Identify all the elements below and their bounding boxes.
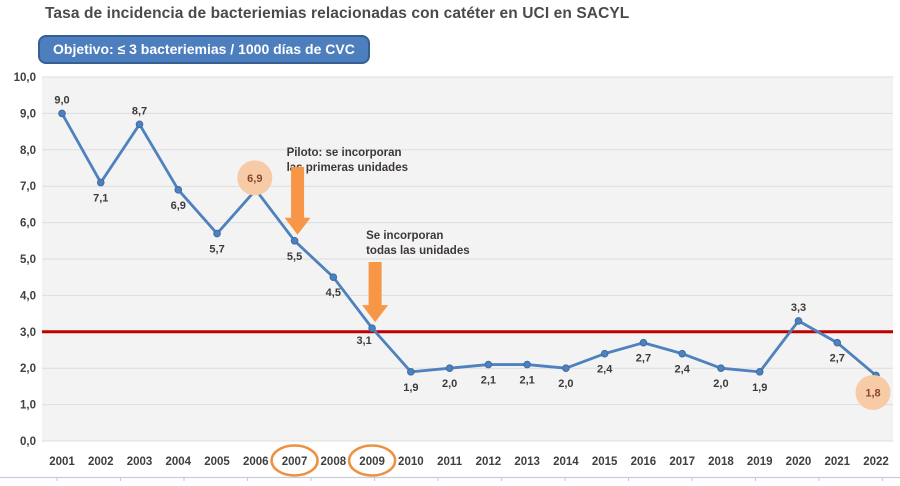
x-axis-tick-label: 2005 bbox=[204, 456, 230, 468]
x-axis-tick-label: 2002 bbox=[88, 456, 114, 468]
page-title: Tasa de incidencia de bacteriemias relac… bbox=[45, 5, 630, 22]
x-axis-tick-label: 2004 bbox=[165, 456, 191, 468]
data-point-2015 bbox=[600, 349, 609, 358]
y-axis-tick-label: 9,0 bbox=[20, 108, 36, 120]
data-point-2014 bbox=[562, 364, 570, 373]
x-axis-tick-label: 2010 bbox=[398, 456, 424, 468]
data-point-2018 bbox=[717, 364, 725, 373]
data-label: 5,7 bbox=[209, 244, 224, 256]
data-label: 8,7 bbox=[132, 105, 147, 117]
data-point-2003 bbox=[135, 120, 144, 129]
x-axis-tick-label: 2001 bbox=[49, 456, 75, 468]
y-axis-tick-label: 2,0 bbox=[20, 363, 36, 375]
data-point-2019 bbox=[755, 368, 764, 376]
y-axis-tick-label: 10,0 bbox=[14, 72, 36, 84]
highlight-circle-2006 bbox=[237, 160, 273, 196]
data-label: 2,7 bbox=[830, 353, 845, 365]
highlighted-data-label: 6,9 bbox=[247, 173, 262, 185]
x-axis-tick-label: 2014 bbox=[553, 456, 579, 468]
data-label: 2,1 bbox=[519, 375, 534, 387]
data-line bbox=[60, 112, 877, 377]
data-point-2021 bbox=[833, 338, 842, 347]
data-label: 2,7 bbox=[636, 353, 651, 365]
x-axis-tick-label: 2003 bbox=[127, 456, 153, 468]
y-axis-tick-label: 5,0 bbox=[20, 254, 36, 266]
data-label: 2,0 bbox=[713, 378, 728, 390]
data-label: 1,9 bbox=[403, 382, 418, 394]
data-label: 2,4 bbox=[597, 364, 613, 376]
y-axis-tick-label: 4,0 bbox=[20, 290, 36, 302]
annotation-text: Piloto: se incorporan bbox=[287, 147, 402, 159]
data-label: 2,0 bbox=[442, 378, 457, 390]
data-point-2005 bbox=[213, 229, 221, 238]
circled-year-2009 bbox=[347, 444, 397, 477]
annotation-text: todas las unidades bbox=[366, 245, 470, 257]
data-label: 2,4 bbox=[675, 364, 691, 376]
y-axis-tick-label: 7,0 bbox=[20, 181, 36, 193]
x-axis-tick-label: 2017 bbox=[669, 456, 695, 468]
data-label: 5,5 bbox=[287, 251, 302, 263]
data-label: 6,9 bbox=[171, 200, 186, 212]
data-label: 3,1 bbox=[356, 335, 371, 347]
data-point-2017 bbox=[678, 349, 686, 358]
x-axis-tick-label: 2022 bbox=[863, 456, 889, 468]
data-point-2020 bbox=[794, 317, 803, 325]
annotation-arrow-down-icon bbox=[284, 167, 311, 235]
y-axis-tick-label: 0,0 bbox=[20, 436, 36, 448]
y-axis-tick-label: 8,0 bbox=[20, 145, 36, 157]
data-label: 4,5 bbox=[326, 287, 341, 299]
x-axis-tick-label: 2021 bbox=[824, 456, 850, 468]
data-point-2011 bbox=[445, 364, 454, 373]
data-label: 2,1 bbox=[481, 375, 496, 387]
x-axis-tick-label: 2013 bbox=[514, 456, 540, 468]
data-point-2009 bbox=[368, 324, 376, 332]
x-axis-tick-label: 2012 bbox=[476, 456, 502, 468]
objective-badge: Objetivo: ≤ 3 bacteriemias / 1000 días d… bbox=[38, 35, 370, 64]
data-point-2004 bbox=[174, 186, 183, 194]
data-point-2013 bbox=[523, 360, 531, 369]
x-axis-tick-label: 2007 bbox=[282, 456, 308, 468]
annotation-arrow-down-icon bbox=[362, 262, 389, 323]
x-axis-tick-label: 2019 bbox=[747, 456, 773, 468]
data-label: 9,0 bbox=[54, 94, 69, 106]
highlighted-data-label: 1,8 bbox=[865, 387, 880, 399]
x-axis-tick-label: 2016 bbox=[631, 456, 657, 468]
circled-year-2007 bbox=[270, 444, 319, 477]
x-axis-tick-label: 2020 bbox=[786, 456, 812, 468]
x-axis-tick-label: 2011 bbox=[437, 456, 463, 468]
data-point-2010 bbox=[407, 368, 415, 376]
data-label: 7,1 bbox=[93, 193, 108, 205]
annotation-text: Se incorporan bbox=[366, 230, 443, 242]
y-axis-tick-label: 1,0 bbox=[20, 400, 36, 412]
data-point-2002 bbox=[96, 178, 105, 187]
x-axis-tick-label: 2015 bbox=[592, 456, 618, 468]
data-label: 2,0 bbox=[558, 378, 573, 390]
y-axis-tick-label: 3,0 bbox=[20, 327, 36, 339]
data-point-2007 bbox=[290, 237, 299, 245]
x-axis-tick-label: 2008 bbox=[321, 456, 347, 468]
y-axis-tick-label: 6,0 bbox=[20, 218, 36, 230]
data-label: 3,3 bbox=[791, 302, 806, 314]
x-axis-tick-label: 2009 bbox=[359, 456, 385, 468]
highlight-circle-2022 bbox=[855, 374, 891, 410]
data-point-2012 bbox=[484, 360, 493, 369]
data-point-2016 bbox=[639, 338, 648, 347]
data-label: 1,9 bbox=[752, 382, 767, 394]
x-axis-tick-label: 2006 bbox=[243, 456, 269, 468]
x-axis-tick-label: 2018 bbox=[708, 456, 734, 468]
data-point-2001 bbox=[58, 109, 66, 118]
annotation-text: las primeras unidades bbox=[287, 162, 408, 174]
data-point-2008 bbox=[329, 273, 338, 282]
